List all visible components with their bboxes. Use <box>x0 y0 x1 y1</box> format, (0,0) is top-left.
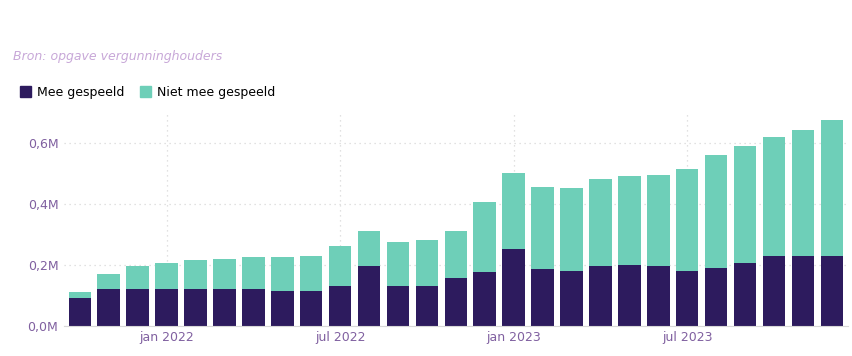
Bar <box>820 120 843 256</box>
Bar <box>445 231 467 278</box>
Bar <box>734 263 757 326</box>
Bar <box>676 169 699 271</box>
Bar <box>503 250 525 326</box>
Bar <box>155 289 178 326</box>
Bar <box>416 240 438 286</box>
Bar <box>618 176 641 265</box>
Bar <box>184 289 207 326</box>
Bar <box>126 289 149 326</box>
Bar <box>561 271 583 326</box>
Bar <box>561 188 583 271</box>
Bar <box>68 292 91 298</box>
Bar <box>387 286 409 326</box>
Bar <box>358 231 380 266</box>
Bar <box>242 257 265 289</box>
Bar <box>705 268 728 326</box>
Bar <box>590 179 612 266</box>
Bar <box>97 289 120 326</box>
Text: Bron: opgave vergunninghouders: Bron: opgave vergunninghouders <box>13 50 222 63</box>
Text: Spelersaccounts, jongvolwassenen: Spelersaccounts, jongvolwassenen <box>13 17 411 36</box>
Bar <box>474 202 496 272</box>
Bar <box>300 290 322 326</box>
Bar <box>647 175 670 266</box>
Bar <box>792 130 815 256</box>
Bar <box>213 289 236 326</box>
Bar <box>445 278 467 326</box>
Bar <box>97 274 120 289</box>
Bar <box>647 266 670 326</box>
Bar <box>705 155 728 268</box>
Bar <box>416 286 438 326</box>
Bar <box>213 258 236 289</box>
Bar <box>329 246 351 286</box>
Bar <box>68 298 91 326</box>
Bar <box>532 269 554 326</box>
Bar <box>155 263 178 289</box>
Bar <box>503 173 525 250</box>
Bar <box>676 271 699 326</box>
Bar <box>271 290 294 326</box>
Bar <box>532 187 554 269</box>
Bar <box>763 137 786 256</box>
Bar <box>271 257 294 290</box>
Bar <box>792 256 815 326</box>
Bar <box>474 272 496 326</box>
Bar <box>734 146 757 263</box>
Bar <box>387 242 409 286</box>
Bar <box>358 266 380 326</box>
Bar <box>184 260 207 289</box>
Bar <box>126 266 149 289</box>
Bar <box>820 256 843 326</box>
Bar <box>329 286 351 326</box>
Bar <box>590 266 612 326</box>
Bar <box>300 256 322 290</box>
Legend: Mee gespeeld, Niet mee gespeeld: Mee gespeeld, Niet mee gespeeld <box>14 81 280 104</box>
Bar <box>763 256 786 326</box>
Bar <box>242 289 265 326</box>
Bar <box>618 265 641 326</box>
